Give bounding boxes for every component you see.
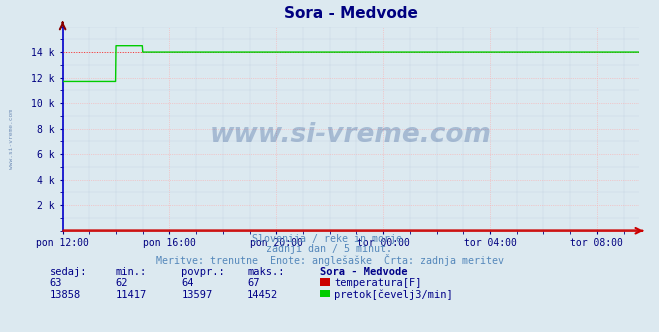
Text: www.si-vreme.com: www.si-vreme.com xyxy=(210,122,492,148)
Text: zadnji dan / 5 minut.: zadnji dan / 5 minut. xyxy=(266,244,393,254)
Text: 64: 64 xyxy=(181,278,194,288)
Text: 62: 62 xyxy=(115,278,128,288)
Text: 63: 63 xyxy=(49,278,62,288)
Text: min.:: min.: xyxy=(115,267,146,277)
Title: Sora - Medvode: Sora - Medvode xyxy=(284,6,418,21)
Text: Slovenija / reke in morje.: Slovenija / reke in morje. xyxy=(252,234,407,244)
Text: 13597: 13597 xyxy=(181,290,212,299)
Text: Meritve: trenutne  Enote: anglešaške  Črta: zadnja meritev: Meritve: trenutne Enote: anglešaške Črta… xyxy=(156,254,503,266)
Text: povpr.:: povpr.: xyxy=(181,267,225,277)
Text: 67: 67 xyxy=(247,278,260,288)
Text: maks.:: maks.: xyxy=(247,267,285,277)
Text: sedaj:: sedaj: xyxy=(49,267,87,277)
Text: 11417: 11417 xyxy=(115,290,146,299)
Text: Sora - Medvode: Sora - Medvode xyxy=(320,267,407,277)
Text: 14452: 14452 xyxy=(247,290,278,299)
Text: pretok[čevelj3/min]: pretok[čevelj3/min] xyxy=(334,290,453,300)
Text: 13858: 13858 xyxy=(49,290,80,299)
Text: www.si-vreme.com: www.si-vreme.com xyxy=(9,110,14,169)
Text: temperatura[F]: temperatura[F] xyxy=(334,278,422,288)
